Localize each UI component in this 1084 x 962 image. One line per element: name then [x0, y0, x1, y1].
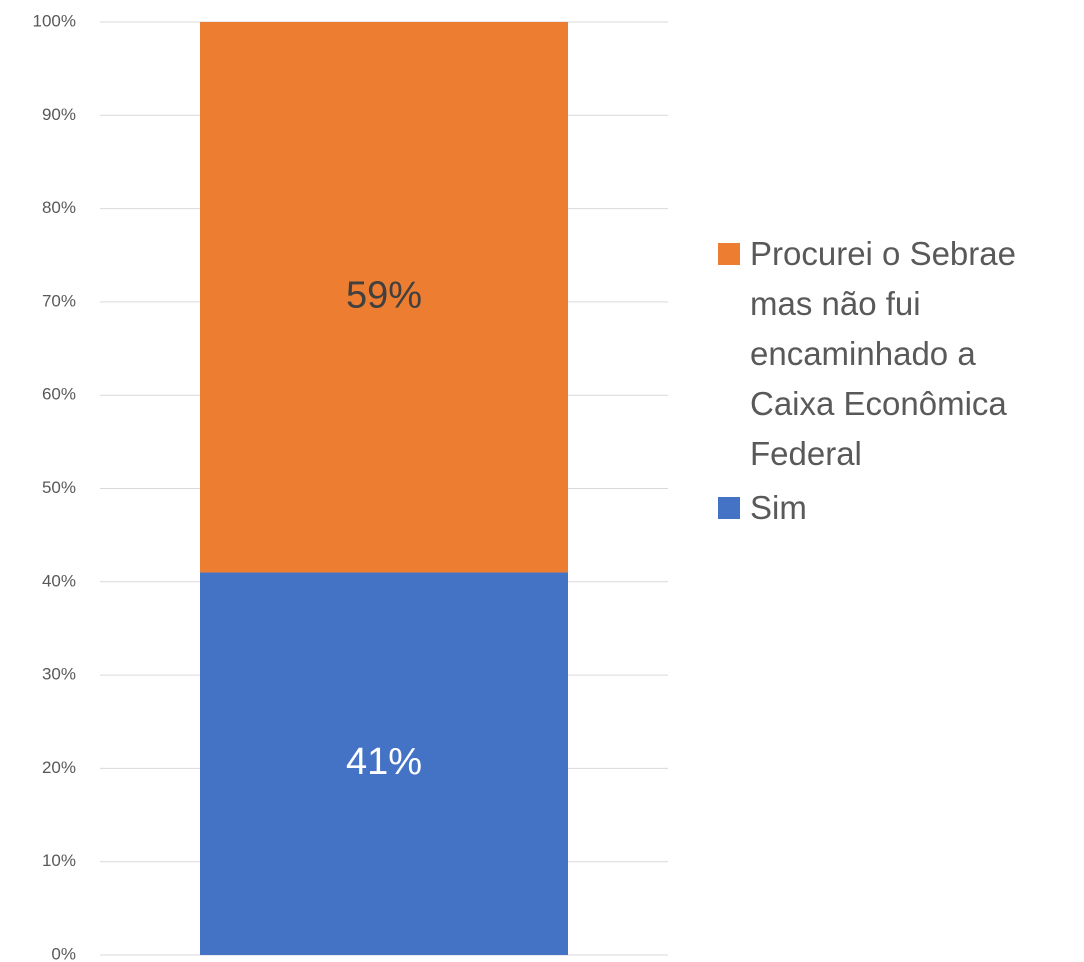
y-tick-label: 40%	[42, 571, 76, 590]
legend-swatch	[718, 497, 740, 519]
bar-segment	[200, 22, 568, 573]
bar-segment	[200, 572, 568, 955]
legend-entry: Sim	[718, 483, 1048, 533]
y-tick-label: 90%	[42, 105, 76, 124]
y-tick-label: 100%	[33, 11, 76, 30]
data-label: 41%	[346, 741, 422, 783]
y-tick-label: 20%	[42, 758, 76, 777]
legend-entry: Procurei o Sebrae mas não fui encaminhad…	[718, 229, 1048, 479]
legend-label: Sim	[750, 489, 807, 526]
y-tick-label: 0%	[51, 944, 76, 962]
y-tick-label: 50%	[42, 478, 76, 497]
legend: Procurei o Sebrae mas não fui encaminhad…	[718, 229, 1048, 537]
data-label: 59%	[346, 274, 422, 316]
y-tick-label: 30%	[42, 665, 76, 684]
y-tick-label: 80%	[42, 198, 76, 217]
legend-label: Procurei o Sebrae mas não fui encaminhad…	[750, 235, 1016, 472]
legend-swatch	[718, 243, 740, 265]
y-tick-label: 60%	[42, 385, 76, 404]
y-tick-label: 70%	[42, 291, 76, 310]
y-tick-label: 10%	[42, 851, 76, 870]
